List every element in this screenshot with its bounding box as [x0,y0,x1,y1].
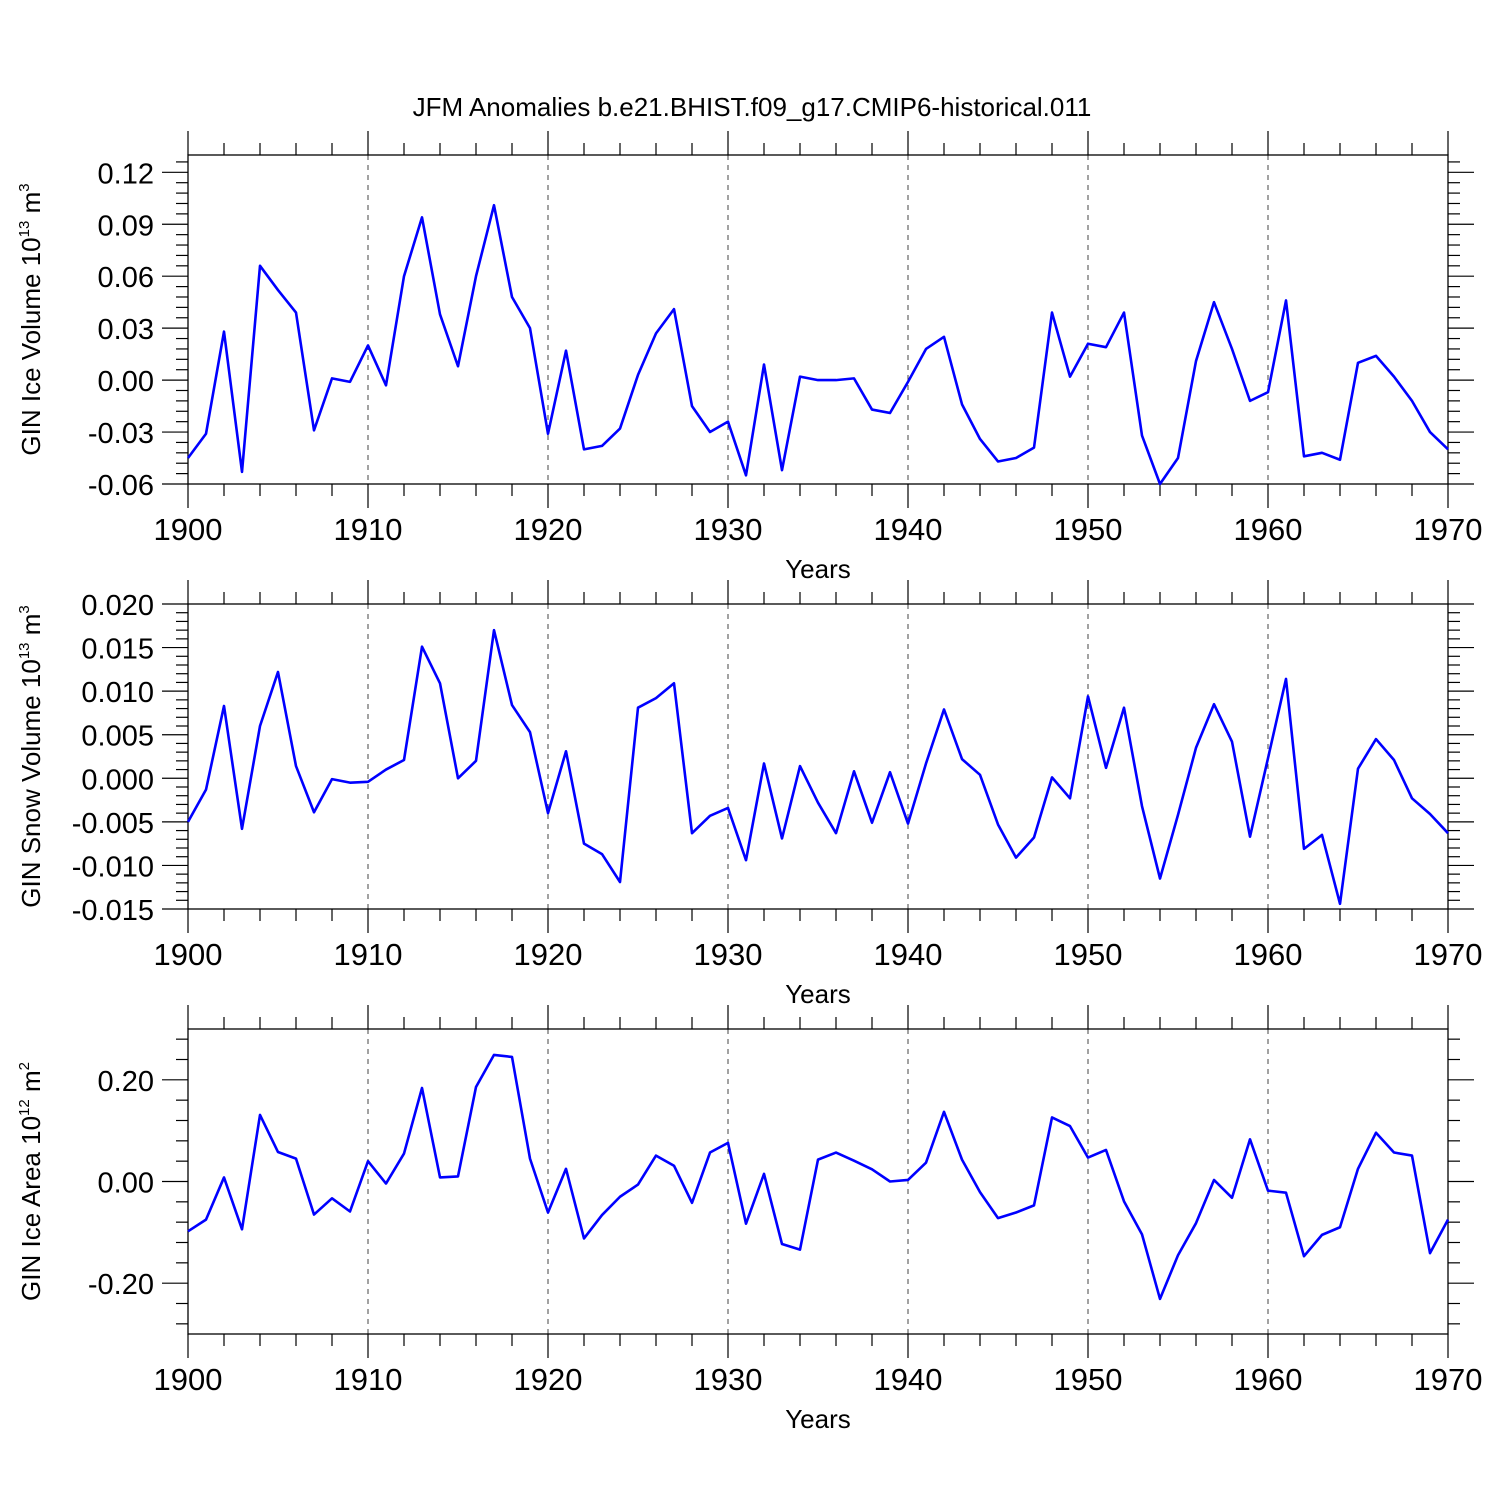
x-tick-label: 1970 [1414,1362,1483,1397]
x-tick-label: 1950 [1054,1362,1123,1397]
x-tick-label: 1910 [334,512,403,547]
y-tick-label: 0.12 [98,158,154,190]
x-tick-label: 1970 [1414,937,1483,972]
series-line [187,1053,1450,1301]
y-axis-title-unit: m [16,614,46,643]
x-tick-label: 1900 [154,512,223,547]
panel-1: -0.06 -0.03 0.00 0.03 0.06 0.09 0.12 1900 1910 19… [16,131,1482,584]
y-tick-label: 0.06 [98,262,154,294]
y-axis-title: GIN Snow Volume 1013 m3 [16,605,46,908]
y-axis-title-text: GIN Snow Volume 10 [16,659,46,908]
x-tick-label: 1920 [514,1362,583,1397]
x-tick-label: 1940 [874,1362,943,1397]
y-tick-label: 0.010 [81,677,154,709]
y-axis-title-exponent: 13 [16,221,33,238]
x-tick-label: 1910 [334,1362,403,1397]
plot-frame [187,603,1449,910]
x-tick-label: 1960 [1234,512,1303,547]
x-axis-title: Years [785,979,851,1009]
plot-frame [187,1028,1449,1335]
series-line [186,628,1449,906]
y-tick-label: 0.00 [98,1168,154,1200]
y-axis-title-unit-exponent: 3 [16,605,33,613]
x-tick-label: 1900 [154,1362,223,1397]
y-axis-title: GIN Ice Area 1012 m2 [16,1062,46,1301]
x-tick-label: 1960 [1234,937,1303,972]
x-tick-label: 1970 [1414,512,1483,547]
panel-3: -0.20 0.00 0.20 1900 1910 1920 1930 1940 1950 196… [16,1005,1482,1434]
x-tick-label: 1960 [1234,1362,1303,1397]
chart-title: JFM Anomalies b.e21.BHIST.f09_g17.CMIP6-… [413,92,1092,122]
y-tick-label: -0.005 [72,808,154,840]
x-tick-label: 1950 [1054,512,1123,547]
x-tick-label: 1900 [154,937,223,972]
y-tick-label: -0.20 [88,1269,154,1301]
y-axis-title-exponent: 13 [16,642,33,659]
x-tick-label: 1920 [514,937,583,972]
y-tick-label: 0.000 [81,764,154,796]
y-tick-label: 0.09 [98,210,154,242]
y-tick-label: -0.06 [88,470,154,502]
y-tick-label: 0.020 [81,590,154,622]
y-tick-label: 0.015 [81,634,154,666]
y-tick-label: 0.00 [98,366,154,398]
y-tick-label: -0.015 [72,895,154,927]
y-tick-label: 0.005 [81,721,154,753]
y-axis-title-exponent: 12 [16,1099,33,1116]
y-axis-title-unit-exponent: 2 [16,1062,33,1070]
x-tick-label: 1930 [694,937,763,972]
series-line [186,203,1449,486]
x-tick-label: 1940 [874,937,943,972]
x-axis-title: Years [785,554,851,584]
y-tick-label: 0.20 [98,1066,154,1098]
x-tick-label: 1920 [514,512,583,547]
y-axis-title-unit-exponent: 3 [16,183,33,191]
x-tick-label: 1950 [1054,937,1123,972]
x-tick-label: 1940 [874,512,943,547]
y-axis-title: GIN Ice Volume 1013 m3 [16,183,46,455]
panel-2: -0.015 -0.010 -0.005 0.000 0.005 0.010 0.015 0.… [16,580,1482,1009]
y-tick-label: -0.010 [72,851,154,883]
x-tick-label: 1930 [694,1362,763,1397]
x-tick-label: 1930 [694,512,763,547]
x-axis-title: Years [785,1404,851,1434]
plot-frame [187,154,1449,485]
y-tick-label: 0.03 [98,314,154,346]
y-tick-label: -0.03 [88,418,154,450]
y-axis-title-unit: m [16,1070,46,1099]
x-tick-label: 1910 [334,937,403,972]
y-axis-title-text: GIN Ice Area 10 [16,1116,46,1301]
y-axis-title-text: GIN Ice Volume 10 [16,237,46,455]
y-axis-title-unit: m [16,192,46,221]
